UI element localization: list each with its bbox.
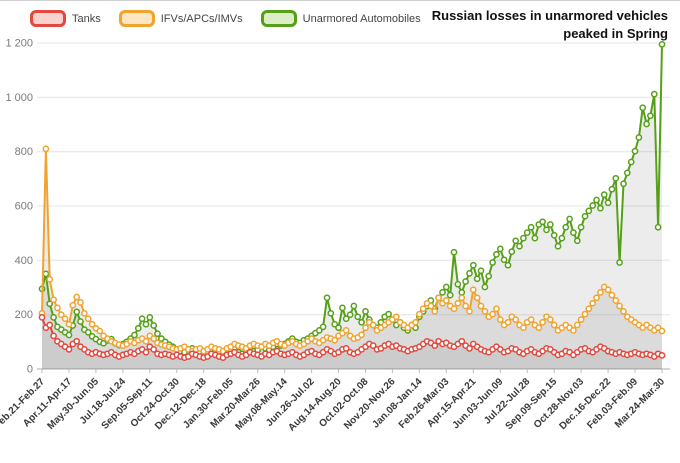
svg-text:200: 200 (15, 309, 33, 321)
legend-label-unarmored-automobiles: Unarmored Automobiles (302, 12, 421, 25)
chart-title-line1: Russian losses in unarmored vehicles (431, 8, 668, 23)
svg-text:1 000: 1 000 (5, 92, 33, 104)
chart-title: Russian losses in unarmored vehicles pea… (432, 7, 668, 43)
svg-text:Mar.24-Mar.30: Mar.24-Mar.30 (613, 376, 667, 430)
svg-text:400: 400 (15, 255, 33, 267)
legend: Tanks IFVs/APCs/IMVs Unarmored Automobil… (30, 10, 421, 27)
tanks-swatch-icon (30, 10, 66, 27)
unarmored-automobiles-swatch-icon (260, 10, 297, 27)
legend-label-ifvs: IFVs/APCs/IMVs (160, 12, 243, 25)
svg-text:0: 0 (27, 364, 33, 376)
svg-text:1 200: 1 200 (5, 38, 33, 50)
legend-item-unarmored-automobiles[interactable]: Unarmored Automobiles (260, 10, 421, 27)
svg-text:800: 800 (15, 146, 33, 158)
legend-item-ifvs[interactable]: IFVs/APCs/IMVs (118, 10, 243, 27)
ifvs-swatch-icon (118, 10, 155, 27)
legend-label-tanks: Tanks (72, 12, 101, 25)
svg-text:600: 600 (15, 201, 33, 213)
chart-title-line2: peaked in Spring (563, 26, 668, 42)
legend-item-tanks[interactable]: Tanks (30, 10, 101, 27)
